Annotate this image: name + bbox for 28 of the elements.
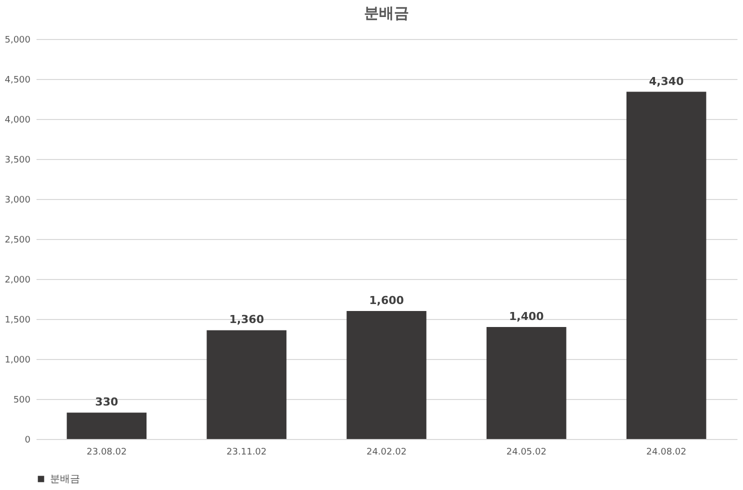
bar xyxy=(626,92,706,439)
data-label: 330 xyxy=(95,396,118,409)
legend-label: 분배금 xyxy=(50,474,80,485)
y-tick-label: 500 xyxy=(13,396,31,406)
y-tick-label: 3,500 xyxy=(4,156,31,166)
bar xyxy=(486,327,566,439)
bar xyxy=(346,311,426,439)
y-tick-label: 2,000 xyxy=(4,276,31,286)
x-tick-label: 24.05.02 xyxy=(506,448,546,458)
data-label: 1,600 xyxy=(369,294,404,307)
data-label: 1,400 xyxy=(509,310,544,323)
x-tick-label: 23.08.02 xyxy=(86,448,127,458)
y-tick-label: 5,000 xyxy=(4,36,31,46)
y-tick-label: 4,500 xyxy=(4,76,31,86)
y-tick-label: 2,500 xyxy=(4,236,31,246)
bar xyxy=(206,330,286,439)
y-tick-label: 0 xyxy=(24,436,31,446)
y-tick-label: 1,500 xyxy=(4,316,31,326)
x-tick-label: 23.11.02 xyxy=(226,448,267,458)
y-tick-label: 3,000 xyxy=(4,196,31,206)
y-tick-label: 4,000 xyxy=(4,116,31,126)
y-tick-label: 1,000 xyxy=(4,356,31,366)
chart-title: 분배금 xyxy=(364,4,409,22)
x-tick-label: 24.02.02 xyxy=(366,448,407,458)
data-label: 4,340 xyxy=(648,74,684,88)
bar xyxy=(66,412,147,439)
data-label: 1,360 xyxy=(229,313,264,326)
x-tick-label: 24.08.02 xyxy=(646,448,686,458)
